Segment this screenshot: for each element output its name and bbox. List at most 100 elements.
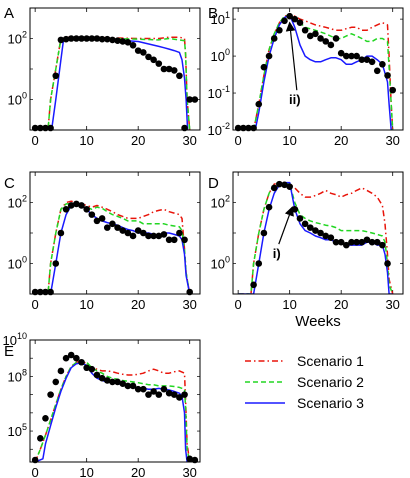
- observed-point: [301, 220, 309, 228]
- observed-point: [155, 391, 163, 398]
- observed-point: [155, 232, 163, 240]
- observed-point: [119, 38, 127, 45]
- observed-point: [150, 232, 157, 240]
- observed-point: [57, 36, 65, 44]
- legend: Scenario 1 Scenario 2 Scenario 3: [245, 353, 364, 411]
- observed-point: [353, 52, 360, 60]
- observed-point: [150, 56, 157, 64]
- observed-point: [93, 217, 101, 225]
- series-line-scenario-1: [238, 181, 394, 294]
- y-tick-label: 100: [211, 255, 230, 272]
- annotation-arrow: [285, 21, 298, 91]
- observed-point: [62, 205, 70, 213]
- x-tick-label: 30: [182, 133, 196, 148]
- series-line-scenario-3: [35, 203, 191, 294]
- observed-point: [57, 367, 65, 375]
- y-tick-label: 10-1: [208, 84, 230, 101]
- observed-point: [134, 47, 142, 54]
- observed-point: [317, 229, 324, 237]
- observed-point: [109, 36, 116, 44]
- observed-point: [124, 39, 132, 46]
- observed-point: [250, 281, 257, 289]
- observed-point: [379, 241, 386, 249]
- observed-point: [78, 202, 85, 209]
- y-tick-label: 102: [8, 194, 27, 211]
- series-line-scenario-2: [35, 203, 191, 294]
- x-tick-label: 0: [235, 133, 242, 148]
- series-line-scenario-1: [35, 200, 191, 294]
- observed-point: [119, 380, 127, 387]
- observed-point: [93, 35, 101, 42]
- observed-point: [255, 100, 263, 108]
- observed-point: [109, 220, 116, 228]
- observed-point: [160, 65, 168, 73]
- x-tick-label: 10: [282, 133, 296, 148]
- panel-label: C: [4, 175, 15, 192]
- annotation-arrow: [278, 206, 294, 245]
- observed-point: [73, 354, 80, 362]
- observed-point: [109, 378, 116, 386]
- series-line-scenario-1: [238, 14, 394, 130]
- observed-point: [134, 227, 142, 234]
- observed-point: [103, 377, 111, 384]
- observed-point: [37, 435, 44, 442]
- y-tick-label: 108: [8, 367, 27, 384]
- observed-point: [145, 391, 152, 398]
- observed-point: [353, 238, 360, 246]
- x-tick-label: 30: [182, 297, 196, 312]
- observed-point: [78, 358, 85, 366]
- observed-point: [384, 72, 391, 79]
- x-tick-label: 0: [32, 133, 39, 148]
- observed-point: [57, 229, 65, 237]
- legend-label: Scenario 1: [297, 353, 364, 369]
- x-tick-label: 0: [32, 465, 39, 478]
- observed-point: [181, 236, 188, 244]
- panel-A: A 0 10 20 30 100 102: [4, 5, 201, 148]
- observed-point: [363, 236, 371, 244]
- observed-point: [165, 236, 173, 244]
- x-tick-label: 20: [131, 465, 145, 478]
- observed-point: [327, 41, 335, 49]
- y-tick-label: 100: [8, 255, 27, 272]
- observed-point: [373, 67, 381, 75]
- observed-point: [88, 365, 96, 373]
- observed-point: [343, 241, 350, 249]
- observed-point: [363, 56, 371, 63]
- observed-point: [88, 211, 96, 218]
- observed-point: [379, 60, 386, 68]
- observed-point: [322, 232, 330, 240]
- panel-B: B 0 10 20 30 10-2 10-1 100 101: [208, 5, 404, 148]
- observed-point: [337, 49, 345, 57]
- observed-point: [170, 391, 178, 398]
- observed-point: [348, 52, 355, 60]
- panel-label: D: [208, 175, 219, 192]
- observed-point: [286, 12, 293, 20]
- observed-point: [47, 391, 54, 398]
- observed-point: [124, 229, 132, 237]
- observed-point: [145, 53, 152, 61]
- observed-point: [78, 35, 85, 42]
- observed-point: [291, 15, 299, 23]
- y-tick-label: 1010: [3, 331, 27, 348]
- annotation-label: ii): [289, 92, 301, 107]
- observed-point: [52, 72, 60, 80]
- observed-point: [67, 35, 75, 42]
- observed-point: [306, 224, 314, 231]
- observed-point: [291, 205, 299, 213]
- observed-point: [384, 260, 391, 267]
- observed-point: [129, 382, 137, 390]
- observed-point: [170, 236, 178, 244]
- y-tick-label: 105: [8, 422, 27, 439]
- x-tick-label: 0: [32, 297, 39, 312]
- observed-point: [312, 30, 319, 38]
- observed-point: [186, 96, 193, 103]
- axes-frame: [29, 171, 201, 295]
- annotations: ii) i): [273, 21, 301, 261]
- observed-point: [124, 382, 132, 390]
- observed-point: [281, 181, 288, 189]
- observed-point: [119, 227, 127, 234]
- observed-point: [145, 232, 152, 240]
- series-line-scenario-3: [35, 38, 189, 130]
- observed-point: [317, 35, 324, 42]
- observed-point: [67, 351, 75, 359]
